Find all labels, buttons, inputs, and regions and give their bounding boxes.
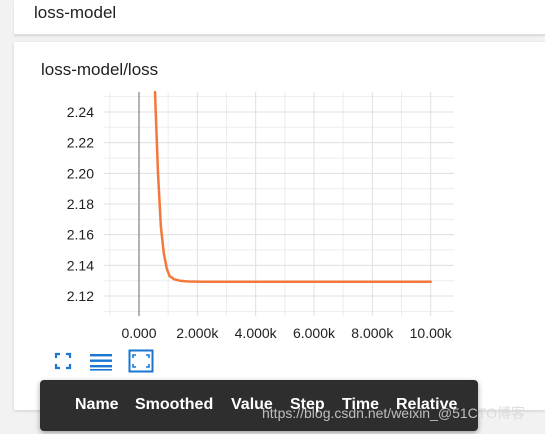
y-tick-label: 2.12 [67, 288, 94, 304]
loss-series-line [153, 90, 432, 284]
tooltip-col-time: Time [342, 396, 380, 413]
tooltip-col-relative: Relative [396, 396, 458, 413]
toggle-y-log-button[interactable] [88, 348, 114, 374]
tooltip-col-value: Value [231, 396, 273, 413]
chart-card: loss-model/loss 2.12 2.14 2.16 2.18 2.20 2.22… [14, 42, 545, 410]
x-tick-label: 2.000k [176, 325, 219, 341]
toggle-y-log-icon [90, 354, 112, 371]
x-tick-label: 8.000k [351, 325, 394, 341]
x-tick-label: 10.00k [410, 325, 453, 341]
y-tick-label: 2.18 [67, 196, 94, 212]
y-tick-label: 2.16 [67, 227, 94, 243]
fit-data-button[interactable] [128, 348, 154, 374]
tooltip-col-name: Name [75, 396, 119, 413]
data-tooltip: Name Smoothed Value Step Time Relative [40, 380, 478, 431]
watermark: https://blog.csdn.net/weixin_@51CTO博客 [262, 405, 525, 421]
y-tick-label: 2.22 [67, 135, 94, 151]
x-tick-label: 0.000 [121, 325, 156, 341]
group-title: loss-model [34, 3, 117, 22]
fit-domain-button[interactable] [50, 348, 76, 374]
fit-data-icon [128, 349, 154, 373]
y-tick-label: 2.24 [67, 104, 94, 120]
chart-title: loss-model/loss [41, 60, 159, 79]
fit-domain-icon [54, 352, 72, 370]
y-tick-label: 2.20 [67, 165, 94, 181]
chart-toolbar [50, 348, 190, 374]
tooltip-col-step: Step [290, 396, 325, 413]
tooltip-col-smoothed: Smoothed [135, 396, 214, 413]
group-header[interactable]: loss-model [14, 0, 545, 35]
x-tick-label: 6.000k [293, 325, 336, 341]
x-tick-label: 4.000k [235, 325, 278, 341]
y-tick-label: 2.14 [67, 257, 94, 273]
line-chart[interactable]: 2.12 2.14 2.16 2.18 2.20 2.22 2.24 0.000 2.000k 4… [14, 42, 545, 342]
